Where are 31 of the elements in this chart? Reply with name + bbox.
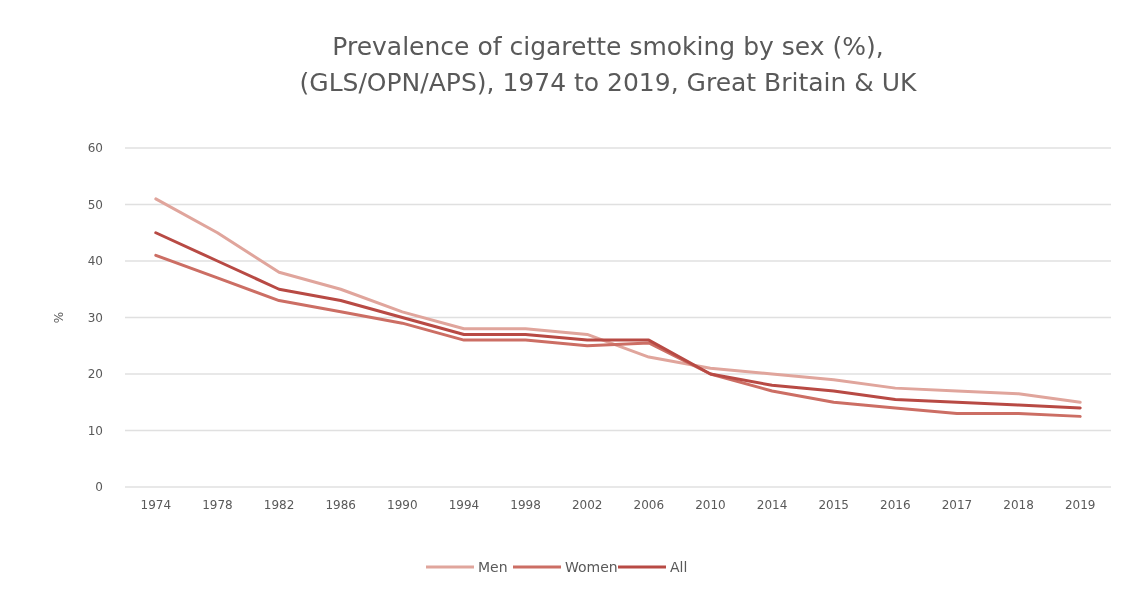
y-tick-label: 0: [95, 480, 103, 494]
y-tick-label: 40: [87, 254, 103, 268]
legend-label: Men: [478, 559, 508, 575]
x-tick-label: 2015: [818, 498, 849, 512]
x-tick-label: 2016: [880, 498, 911, 512]
x-tick-label: 2010: [695, 498, 726, 512]
y-axis-title: %: [52, 311, 66, 324]
y-tick-label: 60: [87, 141, 103, 155]
x-tick-label: 2006: [633, 498, 665, 512]
line-series: [154, 253, 1082, 418]
y-tick-label: 30: [87, 310, 103, 325]
x-tick-label: 1994: [448, 498, 480, 512]
x-tick-label: 2002: [571, 498, 603, 512]
x-tick-label: 1978: [202, 498, 233, 512]
x-tick-label: 1974: [140, 498, 172, 512]
x-tick-label: 2014: [756, 498, 788, 512]
y-tick-label: 10: [87, 423, 103, 438]
line-series: [154, 197, 1082, 404]
x-tick-label: 2019: [1064, 498, 1096, 512]
y-tick-label: 50: [87, 197, 103, 212]
x-tick-label: 1998: [510, 498, 541, 512]
x-tick-label: 1986: [325, 498, 356, 512]
legend-label: All: [670, 559, 688, 575]
line-series: [154, 231, 1082, 410]
x-tick-label: 1990: [387, 498, 418, 512]
x-tick-label: 2017: [941, 498, 973, 512]
y-tick-label: 20: [87, 367, 103, 381]
chart-title: Prevalence of cigarette smoking by sex (%), (GLS/OPN/APS), 1974 to 2019, Great Britain & UK: [299, 32, 918, 97]
x-tick-label: 1982: [263, 498, 295, 512]
x-tick-label: 2018: [1003, 498, 1034, 512]
legend-label: Women: [565, 559, 618, 575]
